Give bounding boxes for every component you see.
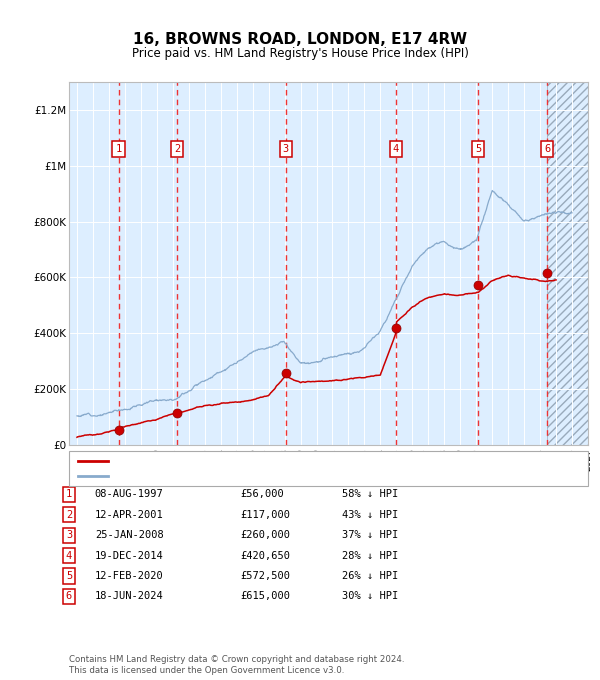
Text: 5: 5	[66, 571, 72, 581]
Text: 26% ↓ HPI: 26% ↓ HPI	[342, 571, 398, 581]
Text: 2: 2	[174, 143, 181, 154]
Text: Contains HM Land Registry data © Crown copyright and database right 2024.
This d: Contains HM Land Registry data © Crown c…	[69, 655, 404, 675]
Text: 25-JAN-2008: 25-JAN-2008	[95, 530, 164, 540]
Text: 4: 4	[393, 143, 399, 154]
Text: 1: 1	[115, 143, 122, 154]
Text: £572,500: £572,500	[240, 571, 290, 581]
Text: 28% ↓ HPI: 28% ↓ HPI	[342, 551, 398, 560]
Text: HPI: Average price, detached house, Waltham Forest: HPI: Average price, detached house, Walt…	[112, 471, 386, 481]
Text: 43% ↓ HPI: 43% ↓ HPI	[342, 510, 398, 520]
Text: 3: 3	[66, 530, 72, 540]
Text: £56,000: £56,000	[240, 490, 284, 499]
Text: 4: 4	[66, 551, 72, 560]
Text: 16, BROWNS ROAD, LONDON, E17 4RW: 16, BROWNS ROAD, LONDON, E17 4RW	[133, 32, 467, 47]
Text: 30% ↓ HPI: 30% ↓ HPI	[342, 592, 398, 601]
Text: 19-DEC-2014: 19-DEC-2014	[95, 551, 164, 560]
Text: 12-APR-2001: 12-APR-2001	[95, 510, 164, 520]
Text: 3: 3	[283, 143, 289, 154]
Text: 12-FEB-2020: 12-FEB-2020	[95, 571, 164, 581]
Text: 08-AUG-1997: 08-AUG-1997	[95, 490, 164, 499]
Bar	[547, 82, 588, 445]
Text: Price paid vs. HM Land Registry's House Price Index (HPI): Price paid vs. HM Land Registry's House …	[131, 46, 469, 60]
Text: 6: 6	[66, 592, 72, 601]
Text: £615,000: £615,000	[240, 592, 290, 601]
Text: £420,650: £420,650	[240, 551, 290, 560]
Text: 1: 1	[66, 490, 72, 499]
Text: 58% ↓ HPI: 58% ↓ HPI	[342, 490, 398, 499]
Text: 16, BROWNS ROAD, LONDON, E17 4RW (detached house): 16, BROWNS ROAD, LONDON, E17 4RW (detach…	[112, 456, 413, 466]
Text: £260,000: £260,000	[240, 530, 290, 540]
Text: 5: 5	[475, 143, 481, 154]
Text: 6: 6	[544, 143, 551, 154]
Text: 37% ↓ HPI: 37% ↓ HPI	[342, 530, 398, 540]
Text: 2: 2	[66, 510, 72, 520]
Text: £117,000: £117,000	[240, 510, 290, 520]
Text: 18-JUN-2024: 18-JUN-2024	[95, 592, 164, 601]
